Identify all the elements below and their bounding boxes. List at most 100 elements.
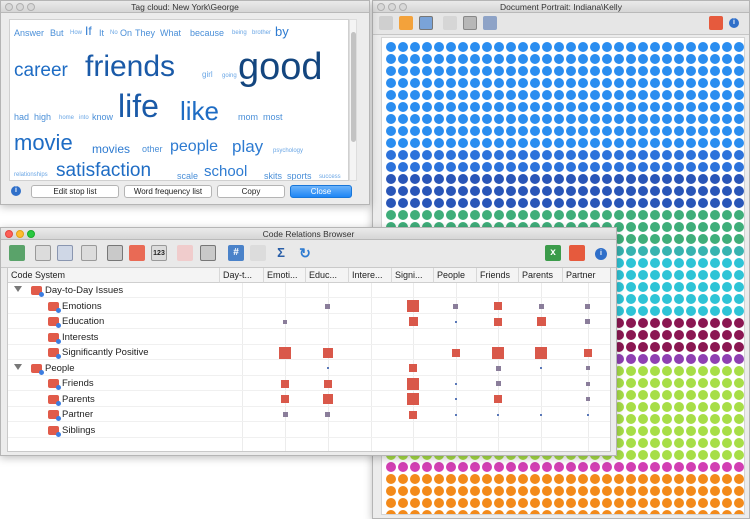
relation-marker[interactable]	[536, 317, 546, 326]
relation-marker[interactable]	[454, 382, 457, 385]
tag-word[interactable]: school	[204, 163, 248, 180]
tag-word[interactable]: most	[263, 112, 283, 122]
tag-word[interactable]: But	[50, 28, 64, 38]
relation-marker[interactable]	[282, 412, 288, 417]
relation-marker[interactable]	[325, 303, 330, 309]
tag-word[interactable]: girl	[202, 70, 213, 79]
sort-icon[interactable]	[200, 245, 216, 261]
column-header[interactable]: Partner	[563, 268, 610, 283]
scrollbar-thumb[interactable]	[351, 32, 356, 142]
relation-marker[interactable]	[279, 346, 291, 359]
tag-word[interactable]: by	[275, 24, 289, 39]
tag-word[interactable]: because	[190, 28, 225, 38]
tag-word[interactable]: skits	[264, 171, 282, 181]
export-icon[interactable]	[709, 16, 723, 30]
tag-word[interactable]: career	[14, 60, 68, 81]
relation-marker[interactable]	[494, 395, 502, 403]
sum-icon[interactable]: Σ	[277, 245, 285, 260]
table-row[interactable]: Significantly Positive	[8, 345, 610, 360]
table-row[interactable]: Siblings	[8, 423, 610, 438]
tag-word[interactable]: good	[238, 46, 323, 88]
relation-marker[interactable]	[492, 346, 504, 359]
table-row[interactable]: Partner	[8, 407, 610, 422]
column-header[interactable]: Day-t...	[220, 268, 264, 283]
tag-word[interactable]: had	[14, 112, 30, 122]
sort-down-icon[interactable]	[443, 16, 457, 30]
node-icon[interactable]	[129, 245, 145, 261]
minimize-window-button[interactable]	[388, 3, 396, 11]
tag-word[interactable]: friends	[85, 50, 176, 83]
column-header[interactable]: Friends	[477, 268, 519, 283]
excel-export-icon[interactable]: x	[545, 245, 561, 261]
minimize-window-button[interactable]	[16, 3, 24, 11]
relation-marker[interactable]	[408, 317, 418, 326]
relation-marker[interactable]	[283, 319, 287, 324]
tag-word[interactable]: It	[99, 28, 105, 38]
tag-word[interactable]: On	[120, 28, 133, 38]
relation-marker[interactable]	[497, 413, 499, 416]
column-header[interactable]: Educ...	[306, 268, 349, 283]
relation-marker[interactable]	[407, 300, 419, 312]
info-icon[interactable]: i	[729, 18, 739, 28]
zoom-window-button[interactable]	[399, 3, 407, 11]
relation-marker[interactable]	[409, 364, 417, 372]
relation-marker[interactable]	[585, 303, 590, 309]
relation-marker[interactable]	[535, 346, 547, 359]
relation-icon[interactable]	[177, 245, 193, 261]
grid-view-icon[interactable]	[379, 16, 393, 30]
export-icon[interactable]	[569, 245, 585, 261]
table-icon[interactable]	[250, 245, 266, 261]
relation-marker[interactable]	[494, 317, 502, 326]
tag-word[interactable]: home	[59, 115, 75, 121]
tag-word[interactable]: scale	[177, 171, 199, 181]
tag-word[interactable]: know	[92, 112, 114, 122]
table-row[interactable]: Friends	[8, 376, 610, 391]
zoom-window-button[interactable]	[27, 3, 35, 11]
table-row[interactable]: Parents	[8, 392, 610, 407]
relation-marker[interactable]	[495, 381, 501, 386]
close-button[interactable]: Close	[290, 185, 352, 198]
copy-button[interactable]: Copy	[217, 185, 285, 198]
relation-marker[interactable]	[586, 413, 589, 416]
relation-marker[interactable]	[585, 366, 590, 370]
close-window-button[interactable]	[5, 3, 13, 11]
tag-word[interactable]: into	[79, 115, 89, 121]
relation-marker[interactable]	[322, 394, 333, 404]
tag-word[interactable]: mom	[238, 112, 258, 122]
tag-word[interactable]: They	[135, 28, 156, 38]
disclosure-triangle-icon[interactable]	[14, 286, 22, 292]
color-palette-icon[interactable]	[399, 16, 413, 30]
layout-center-icon[interactable]	[57, 245, 73, 261]
relation-marker[interactable]	[585, 319, 590, 324]
tag-word[interactable]: play	[232, 137, 264, 156]
refresh-icon[interactable]: ↻	[299, 245, 311, 261]
tag-word[interactable]: life	[118, 88, 159, 124]
column-header[interactable]: Emoti...	[264, 268, 306, 283]
column-header[interactable]: Intere...	[349, 268, 392, 283]
tag-word[interactable]: relationships	[14, 172, 48, 178]
info-icon[interactable]: i	[595, 248, 607, 260]
relation-marker[interactable]	[495, 365, 501, 371]
relation-marker[interactable]	[540, 367, 542, 369]
tag-word[interactable]: being	[232, 30, 247, 36]
relation-marker[interactable]	[323, 379, 332, 388]
relation-marker[interactable]	[322, 347, 333, 358]
table-row[interactable]: Education	[8, 314, 610, 329]
relation-marker[interactable]	[407, 377, 419, 390]
tag-word[interactable]: sports	[287, 171, 312, 181]
relation-marker[interactable]	[407, 393, 419, 405]
close-window-button[interactable]	[5, 230, 13, 238]
minimize-window-button[interactable]	[16, 230, 24, 238]
squares-icon[interactable]	[107, 245, 123, 261]
tag-word[interactable]: If	[85, 24, 92, 38]
relation-marker[interactable]	[585, 381, 590, 386]
tag-word[interactable]: How	[70, 30, 83, 36]
layout-full-icon[interactable]	[81, 245, 97, 261]
close-window-button[interactable]	[377, 3, 385, 11]
table-row[interactable]: People	[8, 361, 610, 376]
disclosure-triangle-icon[interactable]	[14, 363, 22, 370]
tag-word[interactable]: people	[170, 138, 219, 155]
table-row[interactable]: Interests	[8, 330, 610, 345]
column-header[interactable]: People	[434, 268, 477, 283]
tag-word[interactable]: other	[142, 144, 163, 154]
